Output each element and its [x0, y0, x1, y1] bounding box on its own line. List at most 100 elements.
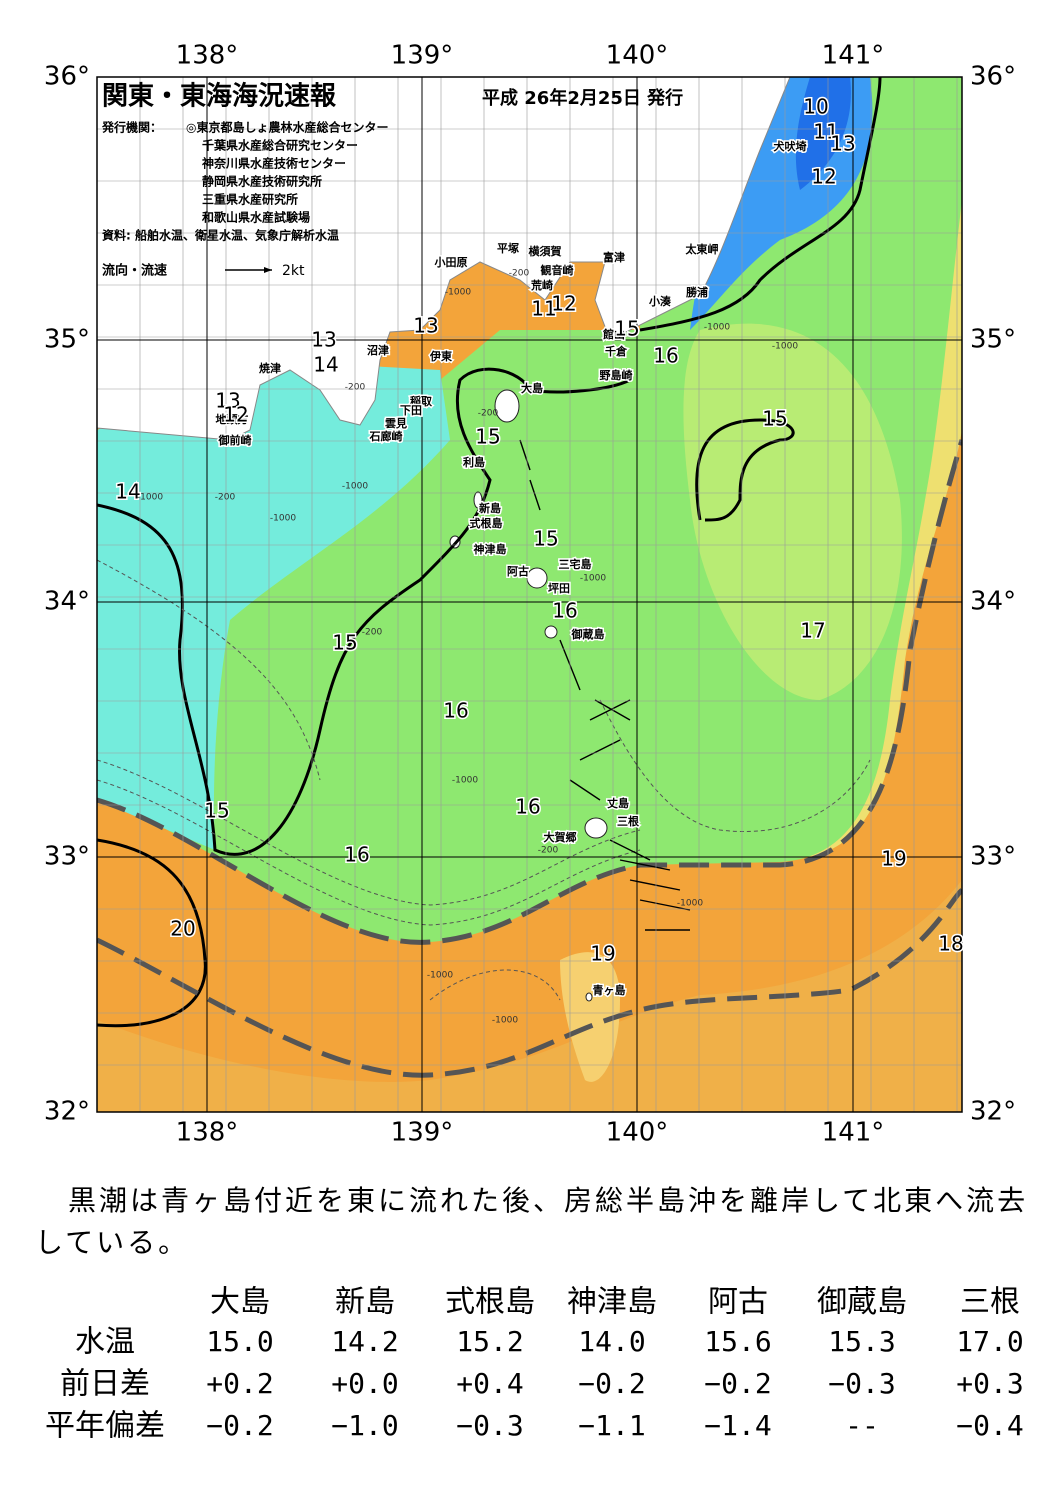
- lat-label: 35°: [44, 325, 90, 355]
- place-name: 御前崎: [218, 433, 252, 447]
- place-name: 式根島: [470, 516, 503, 530]
- lon-label: 141°: [822, 1118, 885, 1148]
- place-name: 三根: [617, 814, 640, 828]
- isotherm-label: 15: [475, 425, 500, 449]
- cool-water: [97, 360, 450, 850]
- lon-label: 140°: [606, 1118, 669, 1148]
- table-header: 三根: [960, 1285, 1020, 1320]
- island: [526, 567, 548, 589]
- table-cell: 15.6: [704, 1325, 771, 1358]
- flow-legend: 流向・流速: [102, 263, 167, 279]
- place-name: 平塚: [497, 241, 519, 255]
- isotherm-label: 13: [215, 389, 240, 413]
- lat-label: 32°: [44, 1097, 90, 1127]
- place-name: 阿古: [507, 564, 529, 578]
- depth-label: -1000: [427, 971, 453, 981]
- table-cell: 15.2: [456, 1325, 523, 1358]
- table-cell: −0.2: [578, 1367, 645, 1400]
- warm-water-south: [97, 880, 962, 1112]
- depth-label: -1000: [342, 482, 368, 492]
- isotherm-label: 16: [653, 344, 678, 368]
- place-name: 丈島: [607, 796, 629, 810]
- depth-label: -1000: [270, 514, 296, 524]
- flow-scale-head: [264, 267, 272, 273]
- place-name: 稲取: [410, 394, 432, 408]
- isotherm-label: 19: [881, 847, 906, 871]
- table-header: 御蔵島: [817, 1285, 907, 1320]
- table-cell: +0.2: [206, 1367, 273, 1400]
- row-label: 平年偏差: [45, 1409, 165, 1444]
- lat-label: 33°: [970, 842, 1016, 872]
- place-name: 小湊: [648, 294, 671, 308]
- lat-label: 35°: [970, 325, 1016, 355]
- table-cell: −0.4: [956, 1409, 1023, 1442]
- isotherm-label: 11: [813, 120, 838, 144]
- place-name: 小田原: [434, 255, 468, 269]
- place-name: 神津島: [474, 542, 507, 556]
- isotherm-label: 13: [830, 132, 855, 156]
- place-name: 下田: [400, 404, 422, 417]
- depth-label: -1000: [580, 574, 606, 584]
- source: 資料: 船舶水温、衛星水温、気象庁解析水温: [102, 228, 339, 243]
- isotherm-label: 10: [803, 95, 828, 119]
- isotherm-label: 11: [531, 297, 556, 321]
- depth-label: -1000: [452, 776, 478, 786]
- isotherm-label: 16: [515, 795, 540, 819]
- green-patch: [683, 323, 902, 700]
- date: 平成 26年2月25日 発行: [482, 87, 683, 109]
- isotherm-13: [639, 77, 882, 332]
- isotherm-label: 15: [332, 631, 357, 655]
- issuer: 神奈川県水産技術センター: [202, 156, 346, 171]
- place-name: 沼津: [367, 343, 389, 357]
- depth-label: -1000: [445, 288, 471, 298]
- island: [494, 389, 520, 423]
- table-cell: +0.4: [456, 1367, 523, 1400]
- issuer: 三重県水産研究所: [202, 192, 298, 207]
- place-name: 地頭方: [216, 412, 249, 426]
- depth-label: -1000: [704, 323, 730, 333]
- isotherm-label: 16: [552, 599, 577, 623]
- major-grid: [97, 77, 962, 1112]
- place-name: 伊東: [429, 349, 453, 363]
- place-name: 横須賀: [529, 244, 562, 258]
- isotherm-label: 17: [800, 619, 825, 643]
- depth-label: -200: [362, 628, 383, 638]
- isotherm-15: [97, 367, 631, 856]
- isotherm-label: 18: [938, 932, 963, 956]
- table-cell: 17.0: [956, 1325, 1023, 1358]
- place-name: 勝浦: [686, 285, 708, 299]
- depth-label: -200: [538, 846, 559, 856]
- row-label: 前日差: [60, 1367, 150, 1402]
- issuer: 静岡県水産技術研究所: [202, 174, 322, 189]
- place-name: 富津: [603, 250, 625, 264]
- table-header: 神津島: [567, 1285, 657, 1320]
- lon-label: 139°: [391, 41, 454, 71]
- summary: 黒潮は青ヶ島付近を東に流れた後、房総半島沖を離岸して北東へ流去している。: [35, 1184, 1029, 1259]
- table-cell: --: [845, 1409, 879, 1442]
- isotherm-label: 13: [311, 328, 336, 352]
- map-frame: [96, 76, 963, 1113]
- isotherm-label: 15: [614, 317, 639, 341]
- island: [544, 625, 558, 639]
- table-cell: −1.1: [578, 1409, 645, 1442]
- depth-label: -200: [478, 409, 499, 419]
- depth-label: -1000: [137, 493, 163, 503]
- isotherm-label: 20: [170, 917, 195, 941]
- table-cell: +0.0: [331, 1367, 398, 1400]
- isotherm-label: 19: [590, 942, 615, 966]
- table-cell: +0.3: [956, 1367, 1023, 1400]
- lat-label: 33°: [44, 842, 90, 872]
- isotherm-label: 12: [811, 165, 836, 189]
- lon-label: 139°: [391, 1118, 454, 1148]
- map-area: [97, 77, 962, 1112]
- isotherm-label: 16: [344, 843, 369, 867]
- island: [585, 992, 593, 1002]
- place-name: 犬吠埼: [774, 139, 807, 153]
- depth-label: -1000: [677, 899, 703, 909]
- issuer: 千葉県水産総合研究センター: [202, 138, 358, 153]
- flow-scale: 2kt: [282, 263, 305, 279]
- isotherm-label: 15: [204, 799, 229, 823]
- isotherm-label: 16: [443, 699, 468, 723]
- lon-label: 141°: [822, 41, 885, 71]
- table-header: 式根島: [445, 1285, 535, 1320]
